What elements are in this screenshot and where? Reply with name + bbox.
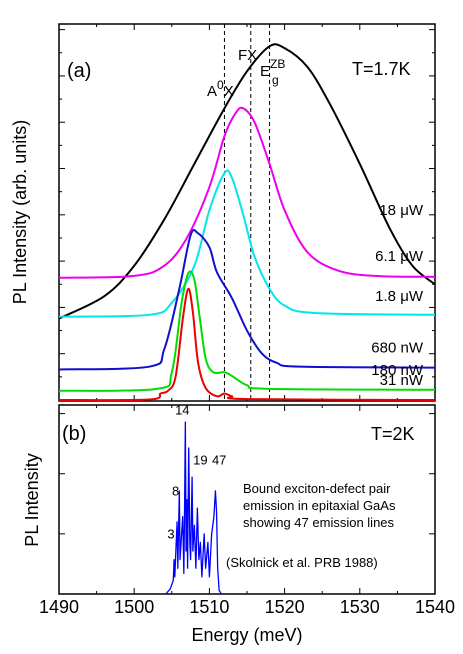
peak-number-label: 8 [172,484,179,499]
panel-b-ylabel: PL Intensity [22,453,42,546]
peak-number-label: 3 [167,526,174,541]
peak-number-label: 14 [175,403,189,418]
refline-a0x-label: A0X [207,78,234,100]
series-line [58,43,436,320]
refline-fx-label: FX [238,47,257,64]
series-label: 680 nW [371,340,424,357]
panel-b-temperature: T=2K [371,424,415,444]
x-tick-label: 1530 [340,597,380,617]
x-tick-label: 1510 [189,597,229,617]
series-line [58,270,436,392]
note-line-2: emission in epitaxial GaAs [243,498,396,513]
x-axis-title: Energy (meV) [191,625,302,645]
panel-b: 14 3 8 19 47 (b) T=2K Bound exciton-defect p… [22,403,455,645]
panel-a-ylabel: PL Intensity (arb. units) [10,120,30,304]
series-label: 180 nW [371,362,424,379]
refline-eg-sub: g [272,73,279,87]
refline-eg-sup: ZB [270,57,285,71]
panel-a-reference-lines [223,24,271,401]
note-line-3: showing 47 emission lines [243,515,395,530]
panel-a-curves [58,43,436,402]
spectrum-line [165,421,222,595]
refline-eg-label: EZB g [260,57,285,87]
refline-a0x-suffix: X [224,83,234,100]
series-label: 18 μW [379,202,423,219]
panel-a-temperature: T=1.7K [352,59,411,79]
panel-b-peak-labels: 14 3 8 19 47 [167,403,226,542]
x-tick-label: 1520 [265,597,305,617]
refline-a0x-sup: 0 [217,78,224,92]
citation: (Skolnick et al. PRB 1988) [226,555,378,570]
series-line [58,287,436,402]
series-label: 6.1 μW [375,248,424,265]
refline-eg-base: E [260,63,270,80]
x-tick-label: 1500 [114,597,154,617]
panel-a-label: (a) [67,60,91,82]
series-line [58,229,436,371]
series-line [58,169,436,318]
panel-b-ticks [58,405,436,594]
x-tick-labels: 1490 1500 1510 1520 1530 1540 [39,597,455,617]
peak-number-label: 19 [193,453,207,468]
series-label: 31 nW [380,372,424,389]
panel-b-curve [165,421,222,595]
note-line-1: Bound exciton-defect pair [243,481,391,496]
x-tick-label: 1540 [415,597,455,617]
x-tick-label: 1490 [39,597,79,617]
series-line [58,106,436,279]
peak-number-label: 47 [212,453,226,468]
series-label: 1.8 μW [375,288,424,305]
panel-b-label: (b) [62,423,86,445]
refline-a0x-base: A [207,83,217,100]
